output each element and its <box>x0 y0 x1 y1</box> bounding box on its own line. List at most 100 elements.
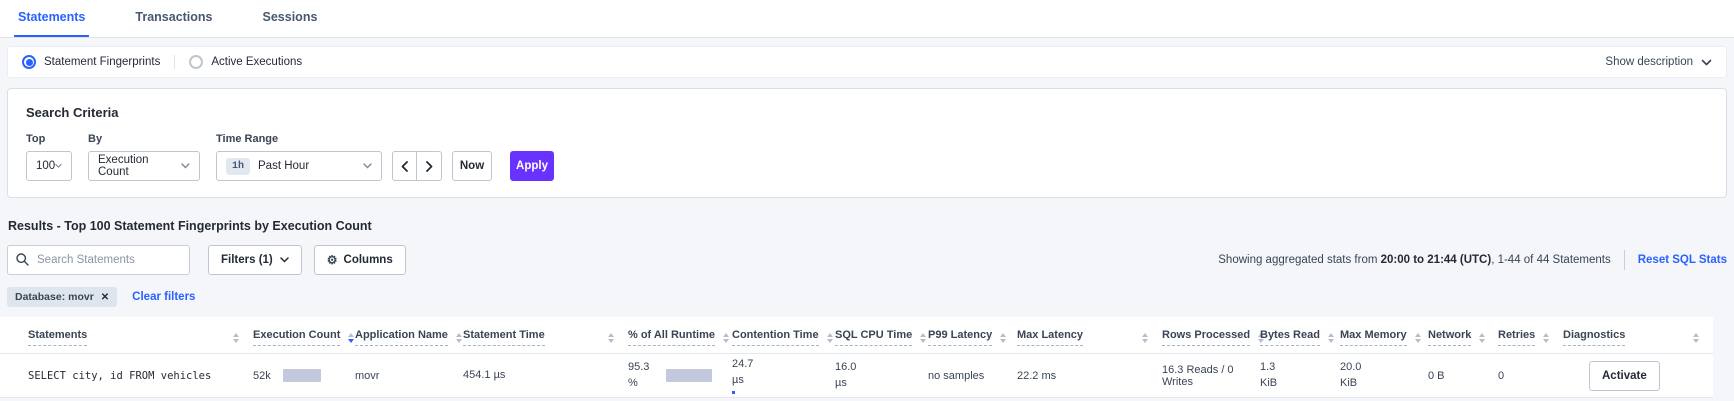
pct-runtime-bar <box>666 369 712 382</box>
column-header-rows-processed[interactable]: Rows Processed <box>1162 317 1265 354</box>
tab-transactions[interactable]: Transactions <box>135 10 213 24</box>
time-range-next-button[interactable] <box>417 151 442 181</box>
active-filters-row: Database: movr ✕ Clear filters <box>7 287 1727 307</box>
network-value: 0 B <box>1428 369 1445 382</box>
column-header-diagnostics[interactable]: Diagnostics <box>1563 317 1713 354</box>
chevron-down-icon <box>363 163 372 169</box>
columns-button-label: Columns <box>343 254 393 266</box>
time-range-value: Past Hour <box>258 160 310 172</box>
chevron-right-icon <box>425 160 432 172</box>
time-range-label: Time Range <box>216 133 279 145</box>
time-range-badge: 1h <box>226 157 251 175</box>
tab-sessions[interactable]: Sessions <box>262 10 318 24</box>
contention-time-bar <box>732 391 735 395</box>
apply-button[interactable]: Apply <box>510 151 554 181</box>
max-latency-value: 22.2 ms <box>1017 369 1057 382</box>
column-header-application-name[interactable]: Application Name <box>355 317 463 354</box>
statement-row[interactable]: SELECT city, id FROM vehicles 52k movr 4… <box>0 353 1713 398</box>
time-range-prev-button[interactable] <box>392 151 417 181</box>
view-toggle-bar: Statement Fingerprints Active Executions… <box>7 46 1727 78</box>
activate-diagnostics-button[interactable]: Activate <box>1589 360 1660 391</box>
radio-label: Active Executions <box>211 56 303 68</box>
statements-table: Statements Execution Count Application N… <box>0 317 1713 398</box>
column-header-network[interactable]: Network <box>1428 317 1498 354</box>
remove-filter-icon[interactable]: ✕ <box>100 291 110 303</box>
sort-icon[interactable] <box>233 332 239 343</box>
p99-latency-value: no samples <box>928 369 985 382</box>
stats-time-range: 20:00 to 21:44 (UTC) <box>1380 254 1492 266</box>
sort-icon[interactable] <box>1000 332 1007 343</box>
chevron-down-icon <box>1701 59 1712 65</box>
sort-icon[interactable] <box>455 332 462 343</box>
gear-icon: ⚙ <box>326 253 338 267</box>
radio-active-executions[interactable]: Active Executions <box>189 55 302 69</box>
column-header-execution-count[interactable]: Execution Count <box>253 317 355 354</box>
top-tab-bar: Statements Transactions Sessions <box>0 0 1734 38</box>
top-select[interactable]: 100 <box>26 151 72 181</box>
chevron-down-icon <box>181 163 190 169</box>
sort-icon[interactable] <box>1142 332 1148 343</box>
sql-cpu-time-value: 16.0 µs <box>835 360 857 389</box>
column-header-contention-time[interactable]: Contention Time <box>732 317 835 354</box>
column-header-bytes-read[interactable]: Bytes Read <box>1260 317 1340 354</box>
execution-count-bar <box>282 369 321 382</box>
top-label: Top <box>26 133 46 145</box>
sort-icon[interactable] <box>1693 332 1699 343</box>
show-description-label: Show description <box>1605 56 1693 68</box>
table-header-row: Statements Execution Count Application N… <box>0 317 1713 354</box>
search-criteria-title: Search Criteria <box>26 105 119 120</box>
column-header-retries[interactable]: Retries <box>1498 317 1563 354</box>
columns-button[interactable]: ⚙ Columns <box>313 245 406 275</box>
radio-label: Statement Fingerprints <box>44 56 161 68</box>
sort-icon[interactable] <box>1258 332 1265 343</box>
statements-table-container: Statements Execution Count Application N… <box>0 317 1713 398</box>
sort-icon[interactable] <box>608 332 614 343</box>
column-header-statement-time[interactable]: Statement Time <box>463 317 628 354</box>
radio-unselected-icon[interactable] <box>189 55 204 69</box>
aggregated-stats-text: Showing aggregated stats from 20:00 to 2… <box>1218 254 1611 266</box>
search-icon <box>16 253 29 266</box>
radio-selected-icon[interactable] <box>22 55 36 69</box>
execution-count-value: 52k <box>253 369 271 382</box>
chevron-down-icon <box>280 257 289 263</box>
results-title: Results - Top 100 Statement Fingerprints… <box>8 219 372 233</box>
rows-processed-value: 16.3 Reads / 0 Writes <box>1162 363 1234 388</box>
sort-icon[interactable] <box>1327 332 1334 343</box>
by-select[interactable]: Execution Count <box>88 151 200 181</box>
by-select-value: Execution Count <box>98 154 149 178</box>
database-filter-chip[interactable]: Database: movr ✕ <box>7 287 118 307</box>
tab-statements[interactable]: Statements <box>14 0 90 37</box>
chevron-down-icon <box>55 163 62 168</box>
sort-icon[interactable] <box>826 332 833 343</box>
column-header-sql-cpu-time[interactable]: SQL CPU Time <box>835 317 928 354</box>
sort-icon[interactable] <box>1414 332 1421 343</box>
retries-value: 0 <box>1498 369 1505 382</box>
sort-icon[interactable] <box>1479 332 1486 343</box>
results-controls-row: Filters (1) ⚙ Columns Showing aggregated… <box>7 245 1727 275</box>
reset-sql-stats-link[interactable]: Reset SQL Stats <box>1637 254 1727 266</box>
show-description-toggle[interactable]: Show description <box>1605 56 1712 68</box>
now-button[interactable]: Now <box>452 151 492 181</box>
sort-icon-active-desc[interactable] <box>348 332 355 343</box>
statement-time-value: 454.1 µs <box>463 368 506 381</box>
radio-statement-fingerprints[interactable]: Statement Fingerprints <box>22 55 160 69</box>
column-header-p99-latency[interactable]: P99 Latency <box>928 317 1017 354</box>
column-header-max-memory[interactable]: Max Memory <box>1340 317 1428 354</box>
filters-button-label: Filters (1) <box>221 254 273 266</box>
search-criteria-card: Search Criteria Top 100 By Execution Cou… <box>7 88 1727 198</box>
sort-icon[interactable] <box>1543 332 1550 343</box>
time-range-select[interactable]: 1h Past Hour <box>216 151 382 181</box>
search-statements-input[interactable] <box>7 245 190 275</box>
statement-search <box>7 245 190 275</box>
column-header-pct-runtime[interactable]: % of All Runtime <box>628 317 732 354</box>
sort-icon[interactable] <box>920 332 927 343</box>
statement-fingerprint-link[interactable]: SELECT city, id FROM vehicles <box>28 369 212 382</box>
pct-runtime-value: 95.3 % <box>628 360 650 389</box>
divider <box>174 55 176 69</box>
filters-button[interactable]: Filters (1) <box>208 245 302 275</box>
bytes-read-value: 1.3 KiB <box>1260 360 1278 389</box>
clear-filters-link[interactable]: Clear filters <box>132 291 196 303</box>
column-header-statements[interactable]: Statements <box>0 317 253 354</box>
sort-icon[interactable] <box>722 332 729 343</box>
column-header-max-latency[interactable]: Max Latency <box>1017 317 1162 354</box>
